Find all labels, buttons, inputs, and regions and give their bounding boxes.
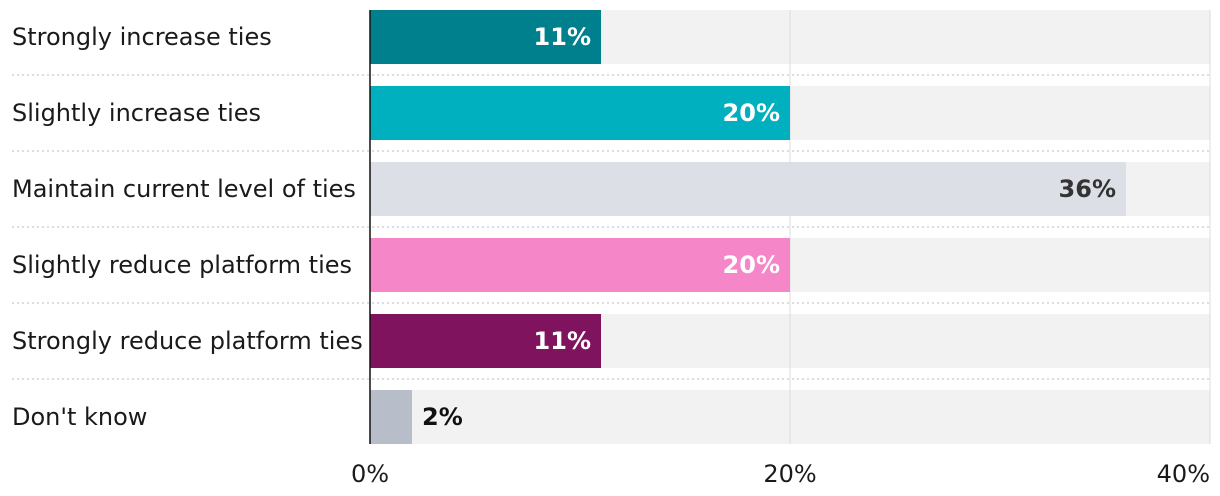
x-tick-label: 40% [1157,460,1210,488]
x-tick-label: 0% [351,460,389,488]
data-label: 2% [422,403,463,431]
data-label: 20% [723,251,780,279]
gridlines [789,10,1211,444]
bars [370,10,1126,444]
bar [370,162,1126,216]
data-label: 36% [1059,175,1116,203]
x-tick-labels: 0% 20% 40% [351,460,1210,488]
category-label: Strongly reduce platform ties [12,327,363,355]
bar [370,390,412,444]
bar [370,314,601,368]
category-label: Strongly increase ties [12,23,272,51]
x-tick-label: 20% [763,460,816,488]
bar [370,238,790,292]
category-label: Slightly reduce platform ties [12,251,352,279]
data-label: 20% [723,99,780,127]
data-label: 11% [534,327,591,355]
data-labels: 11% 20% 36% 20% 11% 2% [422,23,1116,431]
category-label: Slightly increase ties [12,99,261,127]
category-label: Don't know [12,403,147,431]
bar [370,86,790,140]
bar [370,10,601,64]
data-label: 11% [534,23,591,51]
category-labels: Strongly increase ties Slightly increase … [12,23,363,431]
category-label: Maintain current level of ties [12,175,356,203]
